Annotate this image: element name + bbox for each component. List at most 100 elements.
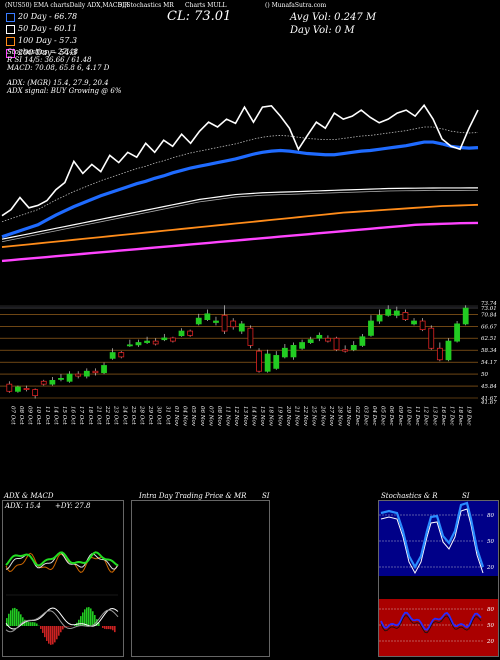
candle-body	[221, 314, 228, 332]
date-tick-label: 14 Nov	[250, 406, 256, 427]
ema-series-line	[1, 103, 479, 217]
date-tick-label: 18 Dec	[457, 406, 463, 426]
ema-legend-item: 200 Day - 54.3	[6, 48, 77, 58]
candle-body	[161, 337, 168, 341]
macd-histogram-bar	[56, 626, 58, 640]
rsi-signal-line	[380, 615, 482, 634]
macd-histogram-bar	[44, 626, 46, 638]
macd-histogram-bar	[40, 626, 42, 629]
date-tick-label: 27 Nov	[328, 405, 334, 427]
date-tick-label: 21 Oct	[95, 405, 101, 425]
candle-body	[307, 339, 314, 343]
macd-histogram-bar	[32, 622, 34, 626]
candle-body	[135, 342, 142, 346]
stoch-background	[379, 501, 498, 576]
date-tick-label: 15 Nov	[259, 406, 265, 427]
ema-legend-item: 100 Day - 57.3	[6, 36, 77, 46]
adx-signal-readout: ADX signal: BUY Growing @ 6%	[7, 87, 122, 95]
macd-histogram-bar	[42, 626, 44, 633]
stochastics-si-label: SI	[462, 492, 470, 500]
candle-body	[195, 317, 202, 325]
macd-histogram-bar	[106, 626, 108, 630]
header-strip-4: () MunafaSutra.com	[265, 2, 327, 9]
price-scale-label: 73.74	[481, 301, 497, 307]
macd-histogram-bar	[14, 607, 16, 626]
macd-histogram-bar	[80, 616, 82, 626]
stoch-d-line	[380, 508, 484, 575]
date-tick-label: 25 Nov	[311, 405, 317, 427]
adx-line	[5, 609, 119, 633]
candle-body	[187, 330, 194, 336]
date-tick-label: 12 Dec	[423, 406, 429, 426]
date-tick-label: 16 Oct	[70, 406, 76, 425]
rsi-scale-label: 80	[487, 607, 494, 613]
candle-body	[15, 386, 21, 392]
date-tick-label: 26 Nov	[319, 405, 325, 427]
adx-macd-title: ADX & MACD	[4, 492, 54, 500]
date-tick-label: 11 Oct	[44, 406, 50, 425]
macd-histogram-bar	[96, 619, 98, 626]
candle-body	[281, 347, 288, 358]
candle-body	[6, 383, 13, 392]
date-tick-label: 07 Oct	[9, 406, 15, 425]
macd-histogram-bar	[102, 626, 104, 628]
candle-body	[419, 320, 426, 331]
macd-histogram-bar	[16, 609, 18, 626]
date-tick-label: 09 Dec	[397, 406, 403, 426]
stoch-scale-label: 80	[487, 513, 494, 519]
macd-histogram-bar	[20, 614, 22, 626]
candle-body	[376, 314, 383, 322]
date-tick-label: 18 Nov	[268, 406, 274, 427]
candle-body	[325, 337, 331, 342]
ema-legend-swatch	[6, 12, 15, 22]
ema-series-line	[1, 203, 479, 248]
intraday-title: Intra Day Trading Price & MR	[139, 492, 247, 500]
date-tick-label: 08 Nov	[216, 406, 222, 427]
macd-histogram-bar	[110, 626, 112, 630]
date-tick-label: 16 Dec	[440, 406, 446, 426]
macd-histogram-bar	[10, 610, 12, 626]
macd-histogram-bar	[26, 621, 28, 626]
date-tick-label: 22 Nov	[302, 405, 308, 427]
macd-histogram-bar	[112, 626, 114, 631]
date-tick-label: 13 Nov	[242, 406, 248, 427]
candle-body	[144, 340, 150, 343]
header-strip-3: Charts MULL	[185, 2, 227, 9]
di-value: +DY: 27.8	[55, 502, 91, 510]
date-tick-label: 06 Nov	[199, 406, 205, 427]
ema-legend-swatch	[6, 24, 15, 34]
price-scale-label: 41.67	[480, 400, 497, 406]
avg-volume-label: Avg Vol: 0.247 M	[290, 12, 377, 23]
date-tick-label: 31 Oct	[164, 406, 170, 425]
candle-body	[402, 312, 409, 320]
rsi-scale-label: 50	[487, 623, 494, 629]
candle-body	[170, 337, 176, 342]
candle-body	[299, 342, 305, 349]
candle-body	[342, 349, 349, 352]
date-tick-label: 09 Oct	[27, 406, 33, 425]
date-tick-label: 05 Nov	[190, 406, 196, 427]
candle-body	[204, 313, 211, 320]
candle-body	[40, 380, 47, 385]
macd-readout: MACD: 70.08, 65.8 6, 4.17 D	[7, 64, 110, 72]
stoch-scale-label: 20	[486, 565, 494, 571]
rsi-readout: R SI 14/5: 36.66 / 61.48	[7, 56, 92, 64]
macd-histogram-bar	[108, 626, 110, 630]
ema-series-line	[1, 140, 479, 239]
intraday-si-label: SI	[262, 492, 270, 500]
rsi-scale-label: 20	[486, 639, 494, 645]
candle-body	[32, 389, 39, 397]
adx-macd-panel: ADX: 15.4 +DY: 27.8	[2, 500, 124, 657]
price-scale-label: 50	[481, 372, 488, 378]
date-tick-label: 11 Nov	[225, 406, 231, 427]
macd-histogram-bar	[78, 619, 80, 626]
ema-dotted-line	[1, 126, 479, 223]
macd-histogram-bar	[28, 622, 30, 626]
candle-body	[126, 344, 133, 347]
adx-value: ADX: 15.4	[5, 502, 41, 510]
date-tick-label: 04 Dec	[371, 406, 377, 426]
candle-body	[273, 355, 280, 369]
date-tick-label: 22 Oct	[104, 405, 110, 425]
ema-50-shadow-line	[1, 189, 478, 243]
macd-histogram-bar	[84, 609, 86, 626]
